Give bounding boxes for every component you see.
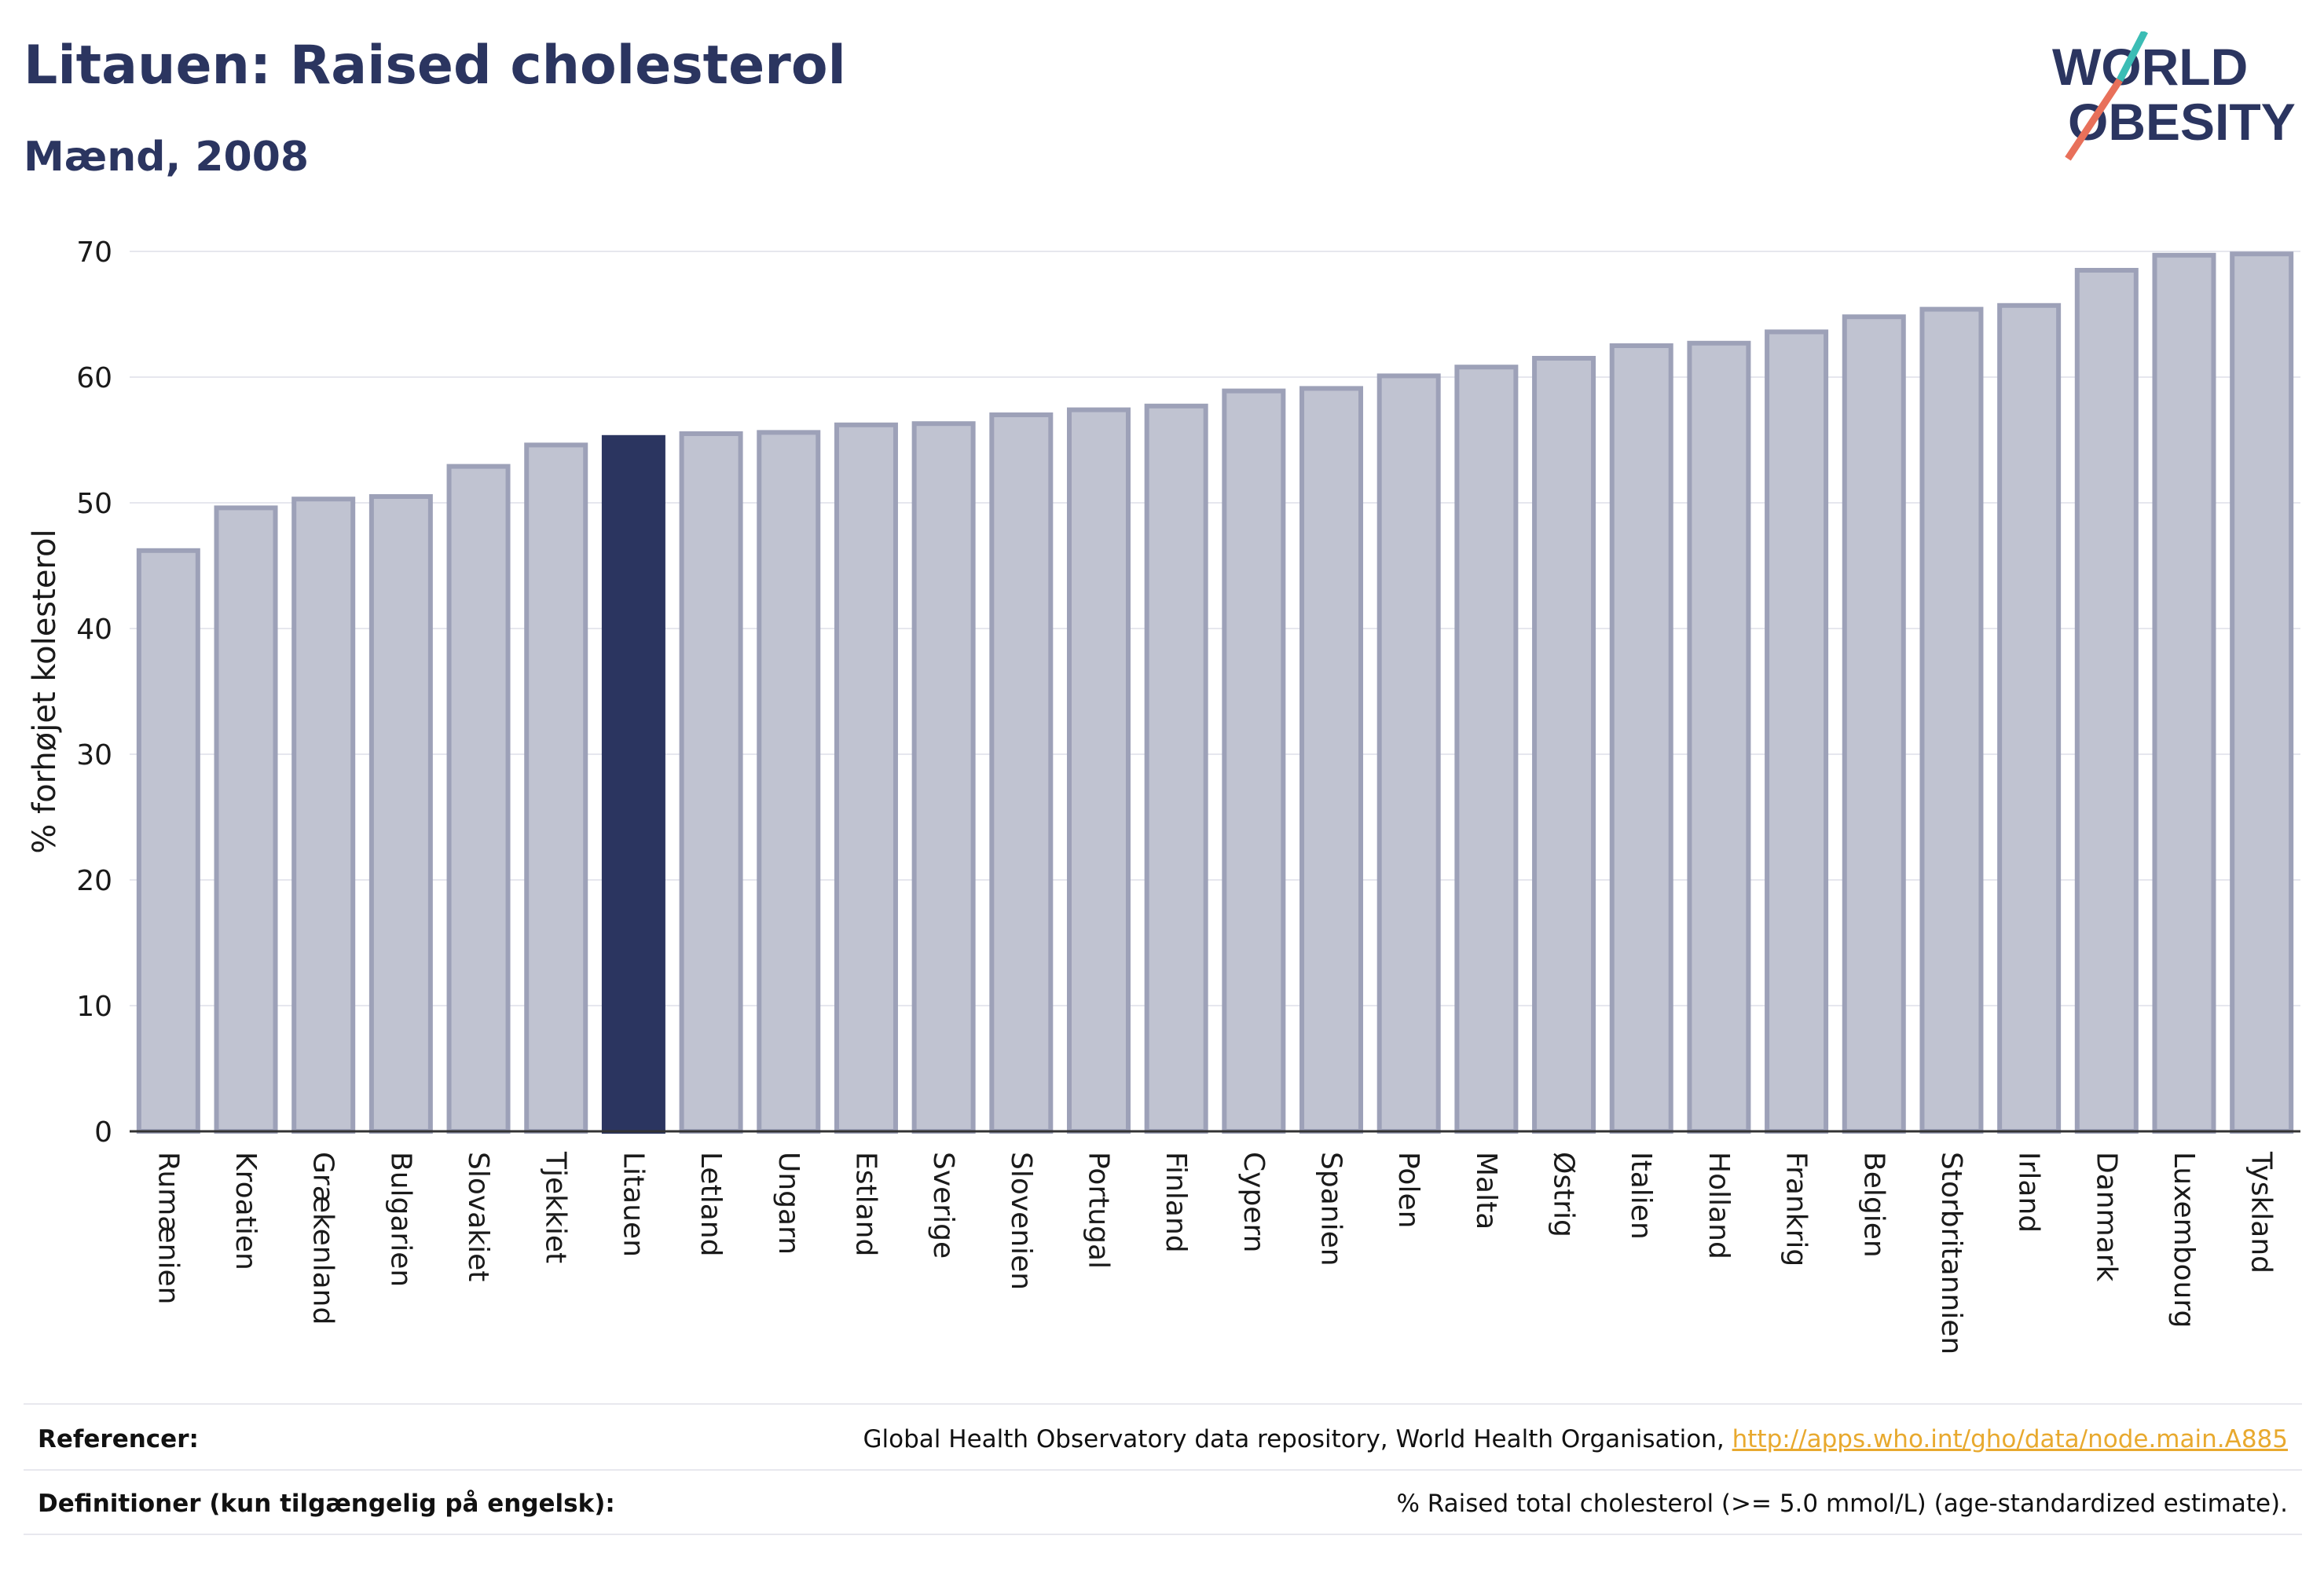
y-tick-label: 70 xyxy=(76,236,112,269)
x-tick-label: Østrig xyxy=(1548,1152,1580,1237)
definitions-text: % Raised total cholesterol (>= 5.0 mmol/… xyxy=(1396,1490,2288,1518)
bar xyxy=(1454,365,1519,1134)
x-tick-label: Portugal xyxy=(1082,1152,1114,1269)
x-tick-label: Belgien xyxy=(1857,1152,1890,1258)
y-tick-label: 20 xyxy=(76,865,112,897)
x-tick-label: Tyskland xyxy=(2245,1151,2278,1274)
x-tick-label: Estland xyxy=(849,1152,882,1256)
y-tick-label: 0 xyxy=(94,1116,112,1149)
bar xyxy=(1687,340,1751,1134)
x-tick-label: Spanien xyxy=(1315,1152,1347,1266)
x-tick-label: Bulgarien xyxy=(384,1152,416,1287)
references-value: Global Health Observatory data repositor… xyxy=(863,1425,2302,1453)
y-tick-label: 60 xyxy=(76,362,112,394)
logo-line1: WORLD xyxy=(2052,38,2248,96)
bar xyxy=(1765,329,1829,1134)
bar xyxy=(368,494,433,1134)
bar xyxy=(1609,343,1673,1134)
bar xyxy=(291,497,356,1134)
bar xyxy=(1299,386,1364,1134)
page-title: Litauen: Raised cholesterol xyxy=(24,35,846,97)
bar xyxy=(679,431,743,1134)
bar xyxy=(2074,268,2139,1134)
y-tick-label: 40 xyxy=(76,614,112,646)
x-tick-label: Luxembourg xyxy=(2168,1152,2200,1328)
bar xyxy=(524,442,588,1134)
footer-divider-bottom xyxy=(24,1534,2302,1535)
x-tick-label: Letland xyxy=(695,1152,727,1256)
references-text: Global Health Observatory data repositor… xyxy=(863,1425,1732,1453)
x-tick-label: Frankrig xyxy=(1780,1152,1813,1266)
bar xyxy=(757,430,821,1134)
definitions-label: Definitioner (kun tilgængelig på engelsk… xyxy=(38,1490,615,1518)
bar xyxy=(136,548,200,1134)
bar xyxy=(1066,407,1131,1134)
logo-slash-coral xyxy=(2065,78,2123,161)
footer-definitions-row: Definitioner (kun tilgængelig på engelsk… xyxy=(24,1472,2302,1535)
bar-chart: 0 10 20 30 40 50 60 70 % forhøjet kolesterol Rumæ… xyxy=(27,236,2300,1354)
bar xyxy=(989,412,1054,1134)
footer-divider-middle xyxy=(24,1469,2302,1471)
y-axis-label: % forhøjet kolesterol xyxy=(27,529,63,853)
bar xyxy=(1222,388,1286,1134)
bar xyxy=(1144,403,1208,1134)
bar xyxy=(446,464,511,1134)
x-tick-label: Finland xyxy=(1160,1152,1192,1253)
footer-references-row: Referencer: Global Health Observatory da… xyxy=(24,1408,2302,1471)
x-tick-label: Storbritannien xyxy=(1935,1152,1967,1354)
x-tick-label: Italien xyxy=(1625,1152,1657,1240)
bar xyxy=(1532,356,1596,1134)
bar xyxy=(214,505,278,1134)
x-tick-label: Ungarn xyxy=(772,1152,805,1255)
x-tick-label: Cypern xyxy=(1237,1152,1270,1252)
logo-slash-teal xyxy=(2117,31,2148,82)
footer-divider-top xyxy=(24,1403,2302,1405)
y-tick-label: 50 xyxy=(76,488,112,520)
x-tick-label: Tjekkiet xyxy=(540,1151,572,1263)
x-tick-label: Slovenien xyxy=(1005,1152,1037,1290)
x-tick-label: Rumænien xyxy=(152,1152,184,1304)
x-tick-label: Holland xyxy=(1703,1152,1735,1259)
y-tick-label: 10 xyxy=(76,991,112,1023)
x-tick-label: Litauen xyxy=(617,1152,649,1257)
x-tick-label: Slovakiet xyxy=(462,1152,494,1281)
x-tick-label: Kroatien xyxy=(229,1152,262,1270)
references-label: Referencer: xyxy=(38,1425,199,1453)
page-subtitle: Mænd, 2008 xyxy=(24,134,310,181)
bar xyxy=(834,422,898,1134)
x-tick-label: Sverige xyxy=(927,1152,959,1259)
bar xyxy=(2152,252,2216,1134)
bar xyxy=(2230,251,2294,1134)
bar xyxy=(911,421,976,1134)
x-tick-label: Danmark xyxy=(2090,1152,2122,1282)
bar xyxy=(1919,306,1984,1134)
x-tick-label: Polen xyxy=(1392,1152,1424,1228)
bar xyxy=(1997,302,2062,1134)
references-link[interactable]: http://apps.who.int/gho/data/node.main.A… xyxy=(1732,1425,2288,1453)
x-tick-label: Malta xyxy=(1470,1152,1502,1230)
bar xyxy=(601,434,665,1134)
world-obesity-logo: WORLD OBESITY xyxy=(2052,31,2296,161)
x-tick-label: Grækenland xyxy=(307,1152,339,1325)
x-tick-label: Irland xyxy=(2013,1152,2045,1233)
y-tick-label: 30 xyxy=(76,739,112,772)
bar xyxy=(1376,373,1441,1134)
bar xyxy=(1842,314,1906,1134)
